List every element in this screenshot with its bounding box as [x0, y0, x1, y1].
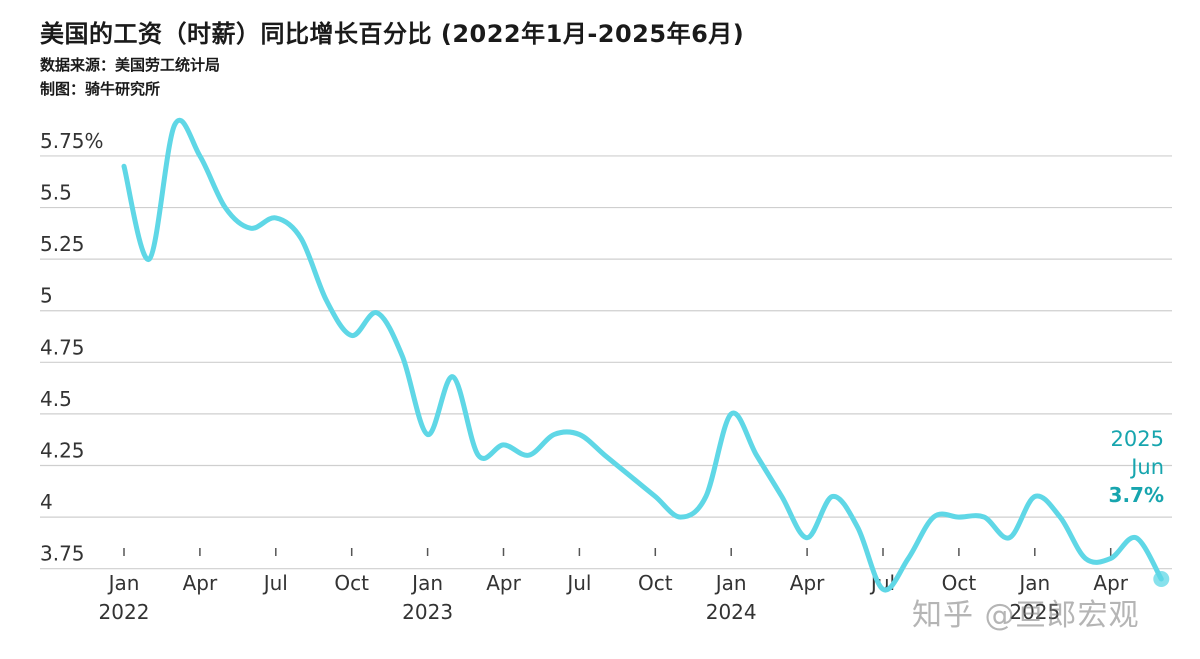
x-year-label: 2023	[402, 600, 453, 624]
x-tick-label: Oct	[638, 571, 673, 595]
end-label-year: 2025	[1111, 427, 1164, 451]
x-year-label: 2024	[706, 600, 757, 624]
y-tick-label: 3.75	[40, 542, 85, 566]
x-tick-label: Apr	[790, 571, 825, 595]
x-tick-label: Jan	[1017, 571, 1050, 595]
data-source-note: 数据来源：美国劳工统计局	[40, 56, 221, 74]
x-tick-label: Jul	[262, 571, 288, 595]
end-label-value: 3.7%	[1109, 483, 1164, 507]
x-tick-label: Apr	[486, 571, 521, 595]
watermark: 知乎 @亘郎宏观	[912, 598, 1140, 633]
x-tick-label: Apr	[183, 571, 218, 595]
y-tick-label: 5.5	[40, 181, 72, 205]
y-tick-label: 5.75%	[40, 129, 104, 153]
end-point-marker	[1153, 571, 1170, 587]
y-tick-label: 5.25	[40, 232, 85, 256]
series-line	[121, 117, 1164, 593]
y-tick-label: 4.75	[40, 335, 85, 359]
x-tick-label: Jul	[565, 571, 591, 595]
x-tick-label: Jan	[107, 571, 140, 595]
x-tick-label: Apr	[1093, 571, 1128, 595]
chart-credit-note: 制图：骑牛研究所	[40, 80, 161, 98]
x-year-label: 2022	[99, 600, 150, 624]
x-tick-label: Oct	[942, 571, 977, 595]
y-tick-label: 4.5	[40, 387, 72, 411]
end-label-month: Jun	[1129, 455, 1164, 479]
x-tick-label: Jan	[410, 571, 443, 595]
y-tick-label: 4.25	[40, 439, 85, 463]
y-tick-label: 4	[40, 490, 53, 514]
y-tick-label: 5	[40, 284, 53, 308]
x-tick-label: Oct	[334, 571, 369, 595]
chart-title: 美国的工资（时薪）同比增长百分比 (2022年1月-2025年6月)	[40, 20, 745, 48]
x-year-label: 2025	[1009, 600, 1060, 624]
x-tick-label: Jan	[714, 571, 747, 595]
